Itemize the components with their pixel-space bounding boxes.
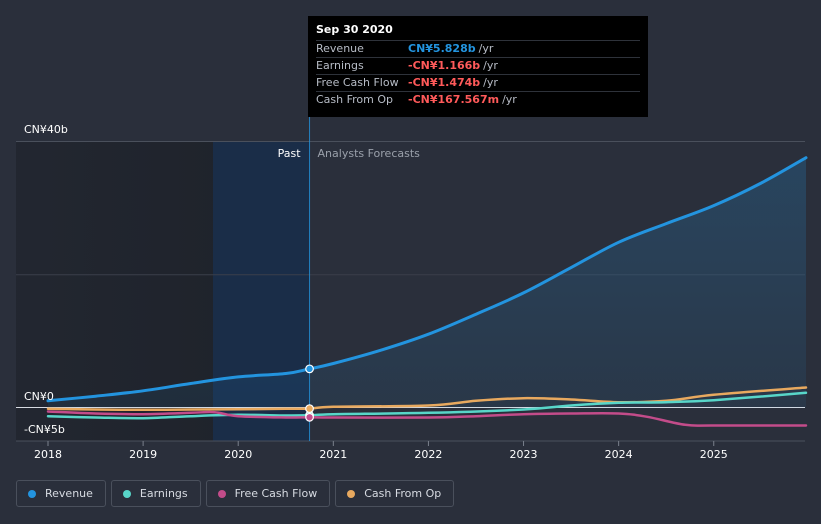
tooltip-row-unit: /yr xyxy=(483,76,498,89)
legend-label: Revenue xyxy=(45,487,93,500)
series-line-free-cash-flow xyxy=(46,410,808,427)
tooltip-row-value: -CN¥1.474b xyxy=(408,76,481,89)
chart-legend: Revenue Earnings Free Cash Flow Cash Fro… xyxy=(16,480,455,507)
y-axis-top-label: CN¥40b xyxy=(24,123,68,136)
tooltip-row-earnings: Earnings -CN¥1.166b /yr xyxy=(316,57,640,74)
legend-label: Free Cash Flow xyxy=(234,487,318,500)
tooltip-row-value: -CN¥1.166b xyxy=(408,59,481,72)
series-line-revenue xyxy=(46,156,808,403)
revenue-area xyxy=(48,157,806,408)
x-tick-label: 2019 xyxy=(129,448,157,461)
legend-dot-icon xyxy=(28,489,36,498)
tooltip-row-label: Earnings xyxy=(316,59,364,72)
x-tick-label: 2020 xyxy=(224,448,252,461)
tooltip-row-value: -CN¥167.567m xyxy=(408,93,500,106)
tooltip-panel: Sep 30 2020 Revenue CN¥5.828b /yr Earnin… xyxy=(308,16,648,117)
legend-label: Earnings xyxy=(139,487,188,500)
x-tick-label: 2021 xyxy=(319,448,347,461)
y-axis-zero-label: CN¥0 xyxy=(24,390,54,403)
tooltip-row-label: Cash From Op xyxy=(316,93,394,106)
legend-free-cash-flow[interactable]: Free Cash Flow xyxy=(205,480,331,507)
highlight-point-revenue xyxy=(305,364,314,374)
tooltip-row-unit: /yr xyxy=(502,93,517,106)
tooltip-row-cash-from-op: Cash From Op -CN¥167.567m /yr xyxy=(316,91,640,108)
tooltip-date: Sep 30 2020 xyxy=(316,23,393,36)
series-line-earnings xyxy=(46,391,808,420)
tooltip-row-value: CN¥5.828b xyxy=(408,42,476,55)
tooltip-row-unit: /yr xyxy=(483,59,498,72)
legend-cash-from-op[interactable]: Cash From Op xyxy=(335,480,455,507)
forecast-label: Analysts Forecasts xyxy=(318,147,421,160)
x-tick-label: 2018 xyxy=(34,448,62,461)
legend-dot-icon xyxy=(122,489,131,498)
legend-dot-icon xyxy=(347,489,356,498)
tooltip-row-revenue: Revenue CN¥5.828b /yr xyxy=(316,40,640,57)
legend-dot-icon xyxy=(217,489,226,498)
tooltip-row-unit: /yr xyxy=(478,42,494,55)
legend-label: Cash From Op xyxy=(364,487,442,500)
legend-earnings[interactable]: Earnings xyxy=(110,480,201,507)
x-tick-label: 2022 xyxy=(414,448,442,461)
tooltip-row-label: Revenue xyxy=(316,42,364,55)
x-tick-label: 2025 xyxy=(700,448,728,461)
tooltip-row-free-cash-flow: Free Cash Flow -CN¥1.474b /yr xyxy=(316,74,640,91)
past-label: Past xyxy=(278,147,302,160)
y-axis-bottom-label: -CN¥5b xyxy=(24,423,65,436)
tooltip-row-label: Free Cash Flow xyxy=(316,76,399,89)
legend-revenue[interactable]: Revenue xyxy=(16,480,106,507)
x-tick-label: 2023 xyxy=(510,448,538,461)
highlight-point-free-cash-flow xyxy=(305,412,314,422)
highlight-point-cash-from-op xyxy=(305,404,314,414)
x-tick-label: 2024 xyxy=(605,448,633,461)
